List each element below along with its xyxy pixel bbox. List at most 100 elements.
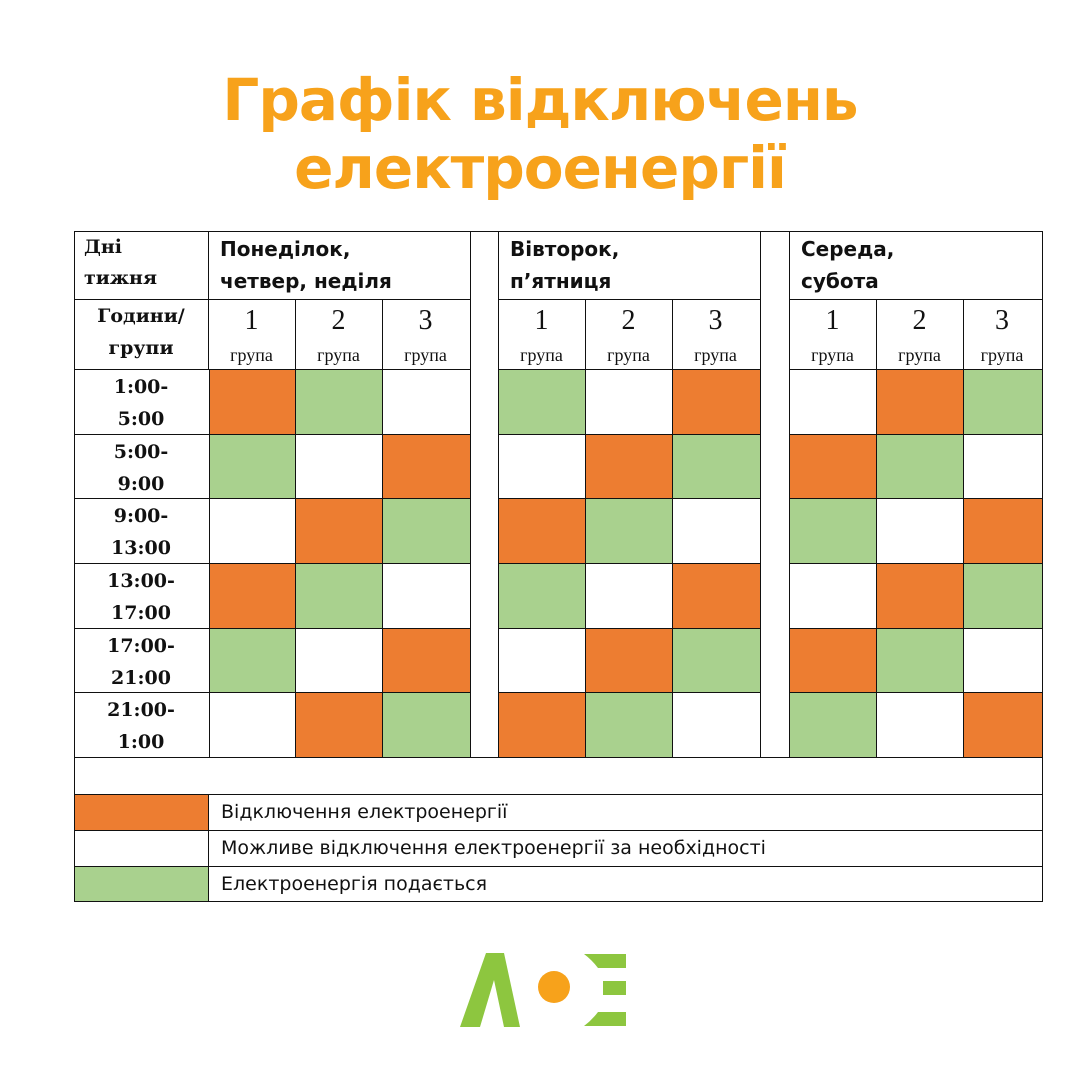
group-header-cell (208, 299, 297, 371)
time-slot-label: 9:00- (113, 505, 169, 527)
schedule-cell-maybe (585, 369, 674, 436)
schedule-cell-off (963, 498, 1043, 565)
schedule-cell-maybe (963, 628, 1043, 694)
corner-days-label: тижня (84, 267, 157, 289)
schedule-cell-on (876, 434, 965, 500)
schedule-cell-off (208, 563, 297, 630)
schedule-cell-on (585, 692, 674, 759)
schedule-cell-on (208, 434, 297, 500)
schedule-cell-off (498, 692, 587, 759)
group-number: 3 (418, 305, 433, 336)
legend-swatch-maybe (74, 830, 210, 868)
logo-dot (538, 971, 570, 1003)
time-slot-label: 21:00- (107, 699, 175, 721)
time-slot-label: 17:00- (107, 635, 175, 657)
schedule-cell-off (789, 628, 878, 694)
time-slot-label: 17:00 (111, 602, 171, 624)
schedule-cell-off (208, 369, 297, 436)
group-header-cell (295, 299, 384, 371)
group-number: 3 (995, 305, 1009, 336)
schedule-cell-maybe (295, 434, 384, 500)
group-label: група (520, 345, 563, 365)
spacer-row (74, 757, 1043, 796)
legend-label-cell (208, 794, 1043, 832)
schedule-cell-maybe (382, 563, 471, 630)
time-slot-label: 1:00- (113, 376, 169, 398)
group-number: 1 (534, 305, 549, 336)
time-slot-label: 21:00 (111, 667, 171, 689)
schedule-cell-on (295, 563, 384, 630)
gap-column (469, 231, 500, 759)
schedule-cell-off (876, 563, 965, 630)
corner-hours-label: Години/ (97, 305, 185, 327)
day-header-label: субота (801, 269, 879, 293)
schedule-cell-on (382, 498, 471, 565)
group-header-cell (672, 299, 761, 371)
gap-column (759, 231, 791, 759)
schedule-cell-maybe (789, 563, 878, 630)
group-label: група (230, 345, 273, 365)
group-number: 2 (621, 305, 636, 336)
schedule-cell-off (672, 369, 761, 436)
group-number: 1 (825, 305, 840, 336)
time-slot-label: 5:00 (117, 408, 165, 430)
day-header-label: четвер, неділя (220, 269, 392, 293)
schedule-cell-off (672, 563, 761, 630)
schedule-cell-on (382, 692, 471, 759)
group-label: група (694, 345, 737, 365)
schedule-cell-on (498, 563, 587, 630)
schedule-cell-off (498, 498, 587, 565)
schedule-cell-maybe (295, 628, 384, 694)
group-label: група (404, 345, 447, 365)
schedule-cell-on (295, 369, 384, 436)
group-number: 3 (708, 305, 723, 336)
schedule-cell-on (876, 628, 965, 694)
schedule-cell-on (789, 498, 878, 565)
time-slot-label: 13:00- (107, 570, 175, 592)
time-slot-cell (74, 563, 210, 630)
schedule-cell-maybe (498, 434, 587, 500)
group-label: група (898, 345, 941, 365)
time-slot-label: 9:00 (117, 473, 165, 495)
time-slot-label: 5:00- (113, 441, 169, 463)
page-title-line-1: Графік відключень (222, 66, 858, 134)
group-number: 2 (331, 305, 346, 336)
group-header-cell (789, 299, 878, 371)
day-header-label: п’ятниця (510, 269, 612, 293)
group-label: група (980, 345, 1024, 365)
time-slot-label: 1:00 (117, 731, 165, 753)
group-number: 1 (244, 305, 259, 336)
schedule-cell-maybe (876, 692, 965, 759)
corner-hours-label: групи (108, 337, 174, 359)
day-header-cell (498, 231, 761, 301)
schedule-cell-on (498, 369, 587, 436)
schedule-cell-off (585, 628, 674, 694)
day-header-label: Вівторок, (510, 237, 620, 261)
group-header-cell (382, 299, 471, 371)
legend-label-cell (208, 866, 1043, 902)
page-title-line-2: електроенергії (294, 134, 787, 202)
schedule-cell-maybe (672, 498, 761, 565)
schedule-cell-on (585, 498, 674, 565)
legend-label: Відключення електроенергії (221, 801, 508, 823)
schedule-cell-on (963, 563, 1043, 630)
schedule-cell-off (382, 628, 471, 694)
day-header-label: Середа, (801, 237, 895, 261)
schedule-cell-off (963, 692, 1043, 759)
schedule-cell-on (672, 628, 761, 694)
schedule-cell-on (789, 692, 878, 759)
schedule-cell-maybe (585, 563, 674, 630)
schedule-cell-maybe (672, 692, 761, 759)
loe-logo (460, 953, 626, 1027)
schedule-cell-maybe (789, 369, 878, 436)
legend-label: Електроенергія подається (221, 873, 488, 895)
schedule-cell-off (382, 434, 471, 500)
group-label: група (607, 345, 650, 365)
schedule-cell-on (208, 628, 297, 694)
time-slot-label: 13:00 (111, 537, 171, 559)
schedule-cell-maybe (876, 498, 965, 565)
group-header-cell (585, 299, 674, 371)
schedule-cell-maybe (963, 434, 1043, 500)
schedule-cell-maybe (498, 628, 587, 694)
